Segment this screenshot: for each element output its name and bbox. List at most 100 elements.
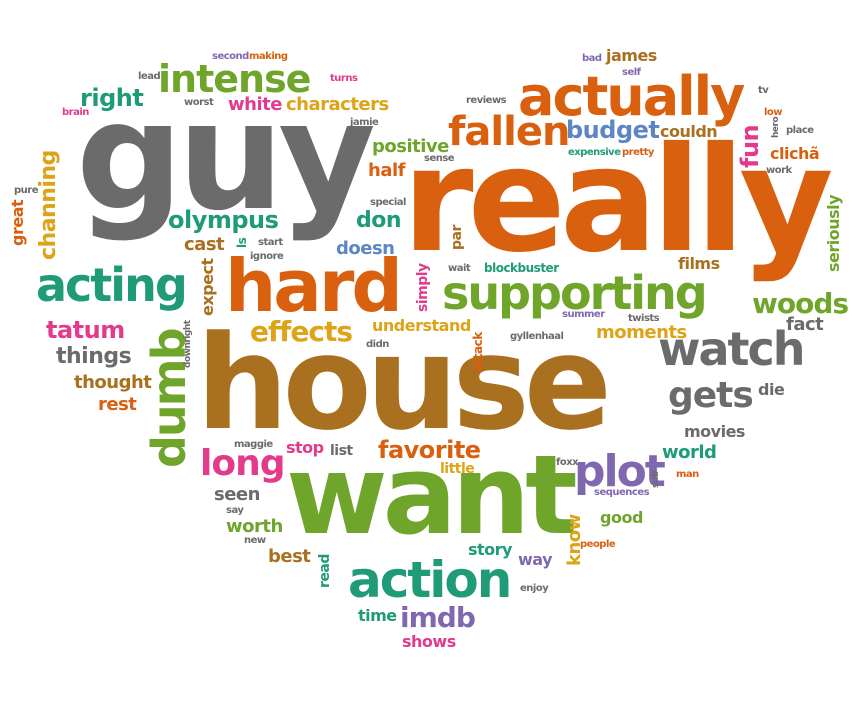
word-thought: thought	[74, 372, 152, 393]
word-bad: bad	[582, 53, 602, 64]
word-rest: rest	[98, 394, 137, 415]
word-new: new	[244, 535, 266, 546]
word-hero: hero	[771, 116, 781, 138]
word-jamie: jamie	[350, 117, 379, 128]
word-sequences: sequences	[594, 487, 650, 498]
word-fallen: fallen	[448, 109, 570, 155]
word-man: man	[676, 469, 699, 480]
word-doesn: doesn	[336, 238, 395, 259]
word-low: low	[764, 107, 783, 118]
word-effects: effects	[250, 315, 353, 348]
word-hard: hard	[225, 244, 403, 328]
word-films: films	[678, 254, 720, 273]
word-die: die	[758, 380, 785, 399]
word-great: great	[8, 199, 27, 246]
word-stop: stop	[286, 438, 324, 457]
word-actually: actually	[518, 65, 745, 128]
word-things: things	[56, 344, 132, 369]
word-cast: cast	[184, 234, 225, 255]
word-worth: worth	[226, 516, 283, 537]
word-work: work	[766, 165, 792, 176]
word-wait: wait	[448, 263, 471, 274]
word-foxx: foxx	[556, 457, 579, 468]
word-par: par	[449, 225, 465, 250]
word-way: way	[518, 550, 553, 569]
word-gyllenhaal: gyllenhaal	[510, 331, 564, 342]
word-white: white	[228, 94, 282, 115]
word-reviews: reviews	[466, 95, 507, 106]
word-woods: woods	[752, 287, 849, 320]
word-fact: fact	[786, 314, 824, 335]
word-fun: fun	[736, 124, 764, 168]
word-tatum: tatum	[46, 316, 125, 344]
word-channing: channing	[36, 150, 61, 260]
word-moments: moments	[596, 322, 687, 343]
word-intense: intense	[158, 57, 311, 101]
word-action: action	[348, 551, 512, 609]
word-ls: ls	[235, 237, 249, 248]
word-didn: didn	[366, 339, 389, 350]
word-brain: brain	[62, 107, 89, 118]
word-understand: understand	[372, 316, 471, 335]
word-place: place	[786, 125, 814, 136]
word-lead: lead	[138, 71, 161, 82]
word-enjoy: enjoy	[520, 583, 549, 594]
word-plot: plot	[574, 446, 666, 497]
word-world: world	[662, 442, 717, 463]
word-characters: characters	[286, 94, 389, 115]
word-say: say	[226, 505, 244, 516]
word-budget: budget	[566, 116, 660, 144]
word-gets: gets	[668, 375, 754, 416]
word-turns: turns	[330, 73, 358, 84]
word-want: want	[286, 431, 578, 559]
word-james: james	[606, 46, 657, 65]
word-worst: worst	[184, 97, 214, 108]
word-ignore: ignore	[250, 251, 284, 262]
word-downright: downright	[183, 320, 193, 368]
word-half: half	[368, 160, 405, 181]
word-special: special	[370, 197, 406, 208]
word-list: list	[330, 443, 353, 459]
word-movies: movies	[684, 422, 745, 441]
word-time: time	[358, 606, 397, 625]
word-self: self	[622, 67, 641, 78]
word-expect: expect	[198, 258, 217, 316]
word-long: long	[200, 443, 285, 484]
word-acting: acting	[36, 258, 188, 312]
word-simply: simply	[415, 263, 431, 312]
word-story: story	[468, 540, 512, 559]
word-people: people	[580, 539, 616, 550]
word-couldn: couldn	[660, 122, 718, 141]
word-twists: twists	[628, 313, 660, 324]
word-expensive: expensive	[568, 147, 621, 158]
word-seriously: seriously	[824, 194, 843, 272]
word-sense: sense	[424, 153, 455, 164]
word-watch: watch	[658, 322, 806, 376]
word-sub: sub	[651, 471, 661, 488]
word-tv: tv	[758, 85, 769, 96]
word-house: house	[196, 307, 612, 459]
word-clicha: clichã	[770, 144, 820, 163]
word-shows: shows	[402, 632, 456, 651]
word-second: second	[212, 51, 249, 62]
word-maggie: maggie	[234, 439, 273, 450]
word-right: right	[80, 84, 144, 112]
word-pure: pure	[14, 185, 39, 196]
word-attack: attack	[471, 332, 485, 372]
word-best: best	[268, 546, 311, 567]
word-favorite: favorite	[378, 436, 481, 464]
word-summer: summer	[562, 309, 605, 320]
word-little: little	[440, 461, 475, 477]
word-pretty: pretty	[622, 147, 654, 158]
word-supporting: supporting	[442, 266, 708, 320]
word-making: making	[249, 51, 288, 62]
word-read: read	[317, 554, 333, 588]
word-olympus: olympus	[168, 206, 279, 234]
word-guy: guy	[76, 70, 376, 244]
word-positive: positive	[372, 136, 449, 157]
word-imdb: imdb	[400, 601, 476, 634]
word-really: really	[402, 116, 834, 285]
word-start: start	[258, 237, 283, 248]
word-seen: seen	[214, 484, 260, 505]
